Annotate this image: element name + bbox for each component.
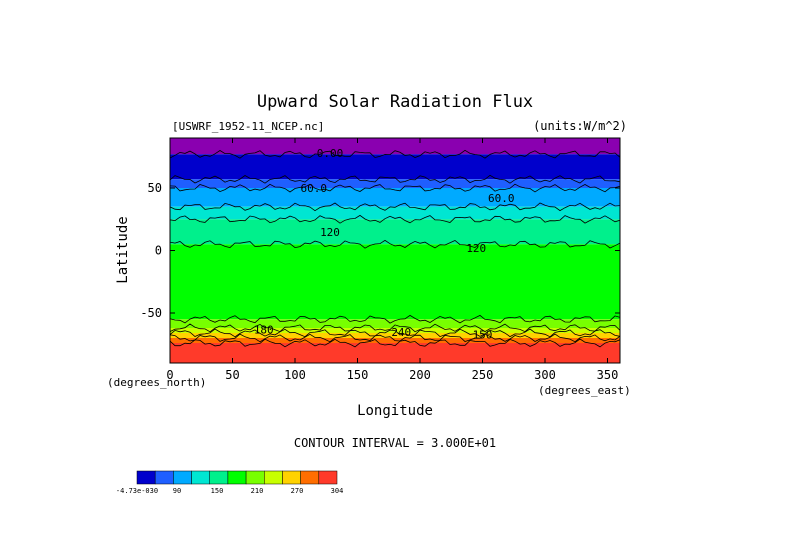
contour-line-11 (169, 338, 621, 348)
colorbar-tick-label-3: 210 (251, 487, 264, 495)
contour-label-0: 0.00 (317, 147, 344, 160)
y-tick-label-50: 50 (148, 181, 162, 195)
contour-line-1 (169, 149, 621, 159)
colorbar-tick-label-1: 90 (173, 487, 181, 495)
chart-title: Upward Solar Radiation Flux (257, 92, 533, 112)
x-tick-label-150: 150 (347, 368, 369, 382)
contour-line-5 (169, 214, 621, 224)
band-3 (170, 188, 620, 207)
colorbar-swatch-0 (136, 470, 156, 485)
band-4 (170, 206, 620, 220)
band-6 (170, 244, 620, 320)
colorbar-tick-label-5: 304 (331, 487, 344, 495)
contour-line-10 (169, 333, 621, 343)
x-unit-label: (degrees_east) (538, 384, 631, 397)
x-tick-label-350: 350 (597, 368, 619, 382)
contour-line-3 (169, 183, 621, 193)
units-label: (units:W/m^2) (533, 119, 627, 133)
colorbar-swatch-4 (209, 470, 229, 485)
contour-label-4: 120 (466, 242, 486, 255)
contour-line-4 (169, 202, 621, 212)
contour-line-6 (169, 239, 621, 249)
colorbar-swatch-8 (282, 470, 301, 485)
band-9 (170, 333, 620, 338)
band-0 (170, 138, 620, 155)
x-axis-label: Longitude (357, 403, 433, 419)
contour-label-7: 150 (473, 328, 493, 341)
x-tick-label-250: 250 (472, 368, 494, 382)
contour-lines (169, 149, 621, 348)
band-2 (170, 179, 620, 188)
y-axis-label: Latitude (115, 216, 131, 283)
contour-line-7 (169, 314, 621, 324)
colorbar-swatch-5 (227, 470, 247, 485)
contour-label-5: 180 (254, 323, 274, 336)
colorbar-swatch-1 (154, 470, 174, 485)
band-1 (170, 154, 620, 180)
colorbar (136, 470, 338, 485)
colorbar-swatch-7 (264, 470, 283, 485)
band-5 (170, 219, 620, 245)
colorbar-swatch-6 (245, 470, 265, 485)
contour-label-6: 240 (391, 326, 411, 339)
contour-line-9 (169, 328, 621, 338)
colorbar-swatch-9 (300, 470, 320, 485)
colorbar-tick-label-4: 270 (291, 487, 304, 495)
x-tick-label-0: 0 (166, 368, 173, 382)
x-tick-label-200: 200 (409, 368, 431, 382)
colorbar-tick-label-2: 150 (211, 487, 224, 495)
x-tick-label-50: 50 (225, 368, 239, 382)
contour-interval-label: CONTOUR INTERVAL = 3.000E+01 (294, 436, 496, 450)
y-tick-label--50: -50 (140, 306, 162, 320)
contour-label-2: 60.0 (488, 192, 515, 205)
y-axis-ticks: 50 0 -50 (140, 181, 620, 320)
x-axis-ticks: 0 50 100 150 200 250 300 350 (166, 138, 618, 382)
colorbar-swatch-3 (191, 470, 210, 485)
x-tick-label-100: 100 (284, 368, 306, 382)
contour-label-1: 60.0 (301, 182, 328, 195)
contour-label-3: 120 (320, 226, 340, 239)
colorbar-swatch-10 (318, 470, 338, 485)
y-unit-label: (degrees_north) (107, 376, 206, 389)
colorbar-tick-labels: -4.73e-030 90 150 210 270 304 (116, 487, 343, 495)
x-tick-label-300: 300 (534, 368, 556, 382)
contour-line-8 (169, 323, 621, 333)
latitude-bands (170, 138, 620, 363)
colorbar-swatch-2 (173, 470, 192, 485)
source-file-label: [USWRF_1952-11_NCEP.nc] (172, 120, 324, 133)
contour-labels: 0.00 60.0 60.0 120 120 180 240 150 (254, 147, 515, 341)
band-7 (170, 319, 620, 328)
contour-line-2 (169, 174, 621, 184)
colorbar-tick-label-0: -4.73e-030 (116, 487, 158, 495)
y-tick-label-0: 0 (155, 244, 162, 258)
band-11 (170, 343, 620, 363)
